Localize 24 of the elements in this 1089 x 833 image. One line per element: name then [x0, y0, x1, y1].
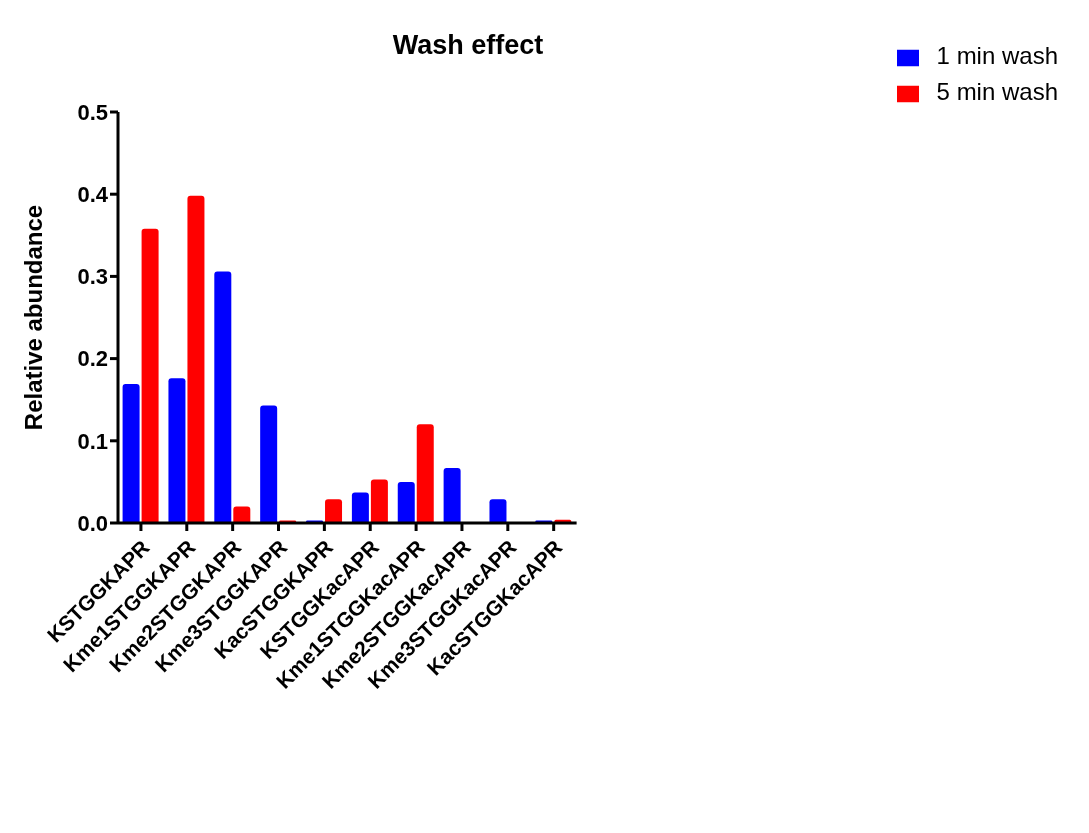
bar — [122, 384, 140, 523]
y-tick-label: 0.0 — [77, 510, 108, 536]
bar — [214, 271, 232, 523]
bar — [416, 424, 434, 523]
y-tick-label: 0.3 — [77, 264, 108, 290]
bar — [351, 492, 369, 523]
bar — [187, 195, 205, 523]
y-tick-label: 0.1 — [77, 428, 108, 454]
bar — [325, 499, 343, 523]
y-tick-label: 0.2 — [77, 346, 108, 372]
legend-label: 1 min wash — [936, 42, 1058, 69]
legend-label: 5 min wash — [936, 78, 1058, 105]
bar — [489, 499, 507, 523]
bar — [141, 228, 159, 523]
bar — [370, 479, 388, 523]
y-tick-label: 0.5 — [77, 99, 108, 125]
bar — [443, 467, 461, 523]
y-tick-label: 0.4 — [77, 182, 109, 208]
y-axis-title: Relative abundance — [19, 204, 47, 431]
bar — [168, 378, 186, 523]
chart-title: Wash effect — [391, 30, 545, 61]
bar — [233, 506, 251, 523]
bar — [260, 405, 278, 523]
bar — [397, 481, 415, 523]
